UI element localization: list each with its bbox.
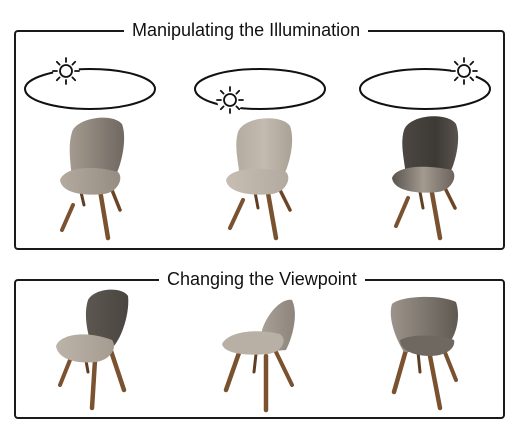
chair-image-2	[226, 118, 293, 241]
chair-view-3	[390, 296, 459, 411]
light-orbit-1	[24, 68, 156, 110]
sun-icon	[216, 86, 244, 114]
chair-view-2	[222, 299, 295, 413]
viewpoint-panel-title: Changing the Viewpoint	[159, 268, 365, 290]
chair-view-1	[56, 289, 129, 411]
chair-image-1	[60, 117, 125, 241]
illumination-panel-title: Manipulating the Illumination	[124, 19, 369, 41]
chair-image-3	[392, 116, 459, 241]
sun-icon	[450, 57, 478, 85]
light-orbit-3	[359, 68, 491, 110]
sun-icon	[52, 57, 80, 85]
light-orbit-2	[194, 68, 326, 110]
